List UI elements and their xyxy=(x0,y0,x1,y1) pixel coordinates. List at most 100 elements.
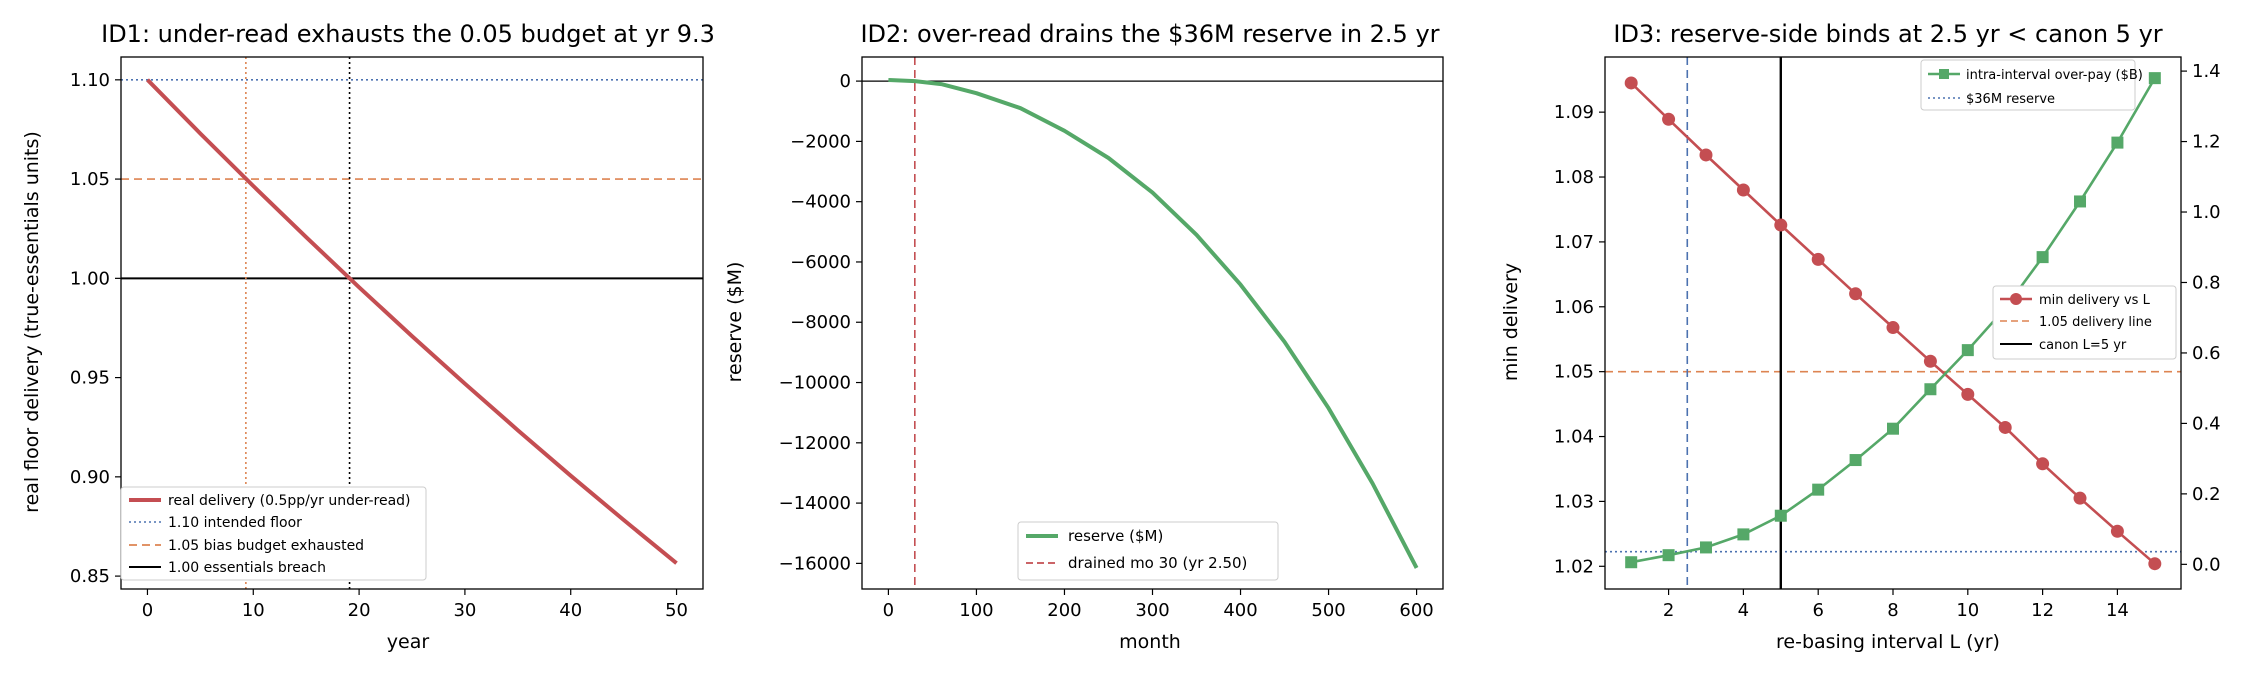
p3-series-1-point-4 xyxy=(1774,509,1787,522)
p3-series-0-point-3 xyxy=(1736,183,1750,197)
p2-ytick-label-0: 0 xyxy=(840,71,851,92)
p2-ytick-label-5: −10000 xyxy=(779,373,851,394)
p3-series-0-point-5 xyxy=(1811,252,1825,266)
legend-label-delivery-line: 1.05 delivery line xyxy=(2039,315,2152,330)
p3-series-1-point-6 xyxy=(1849,454,1862,467)
panel-2-title: ID2: over-read drains the $36M reserve i… xyxy=(860,20,1439,48)
p3-series-0-point-2 xyxy=(1699,148,1713,162)
legend-label-min-delivery: min delivery vs L xyxy=(2039,293,2151,308)
p1-xtick-label-0: 0 xyxy=(142,600,153,621)
p3-series-1-point-8 xyxy=(1924,383,1937,396)
p3-series-0-point-7 xyxy=(1886,321,1900,335)
p3-ytick-label-4: 1.06 xyxy=(1554,297,1594,318)
p3-series-1-point-2 xyxy=(1699,541,1712,554)
p2-ytick-label-1: −2000 xyxy=(790,131,851,152)
legend-marker-min-delivery xyxy=(2010,293,2022,305)
p3-series-1-point-14 xyxy=(2148,72,2161,85)
legend-label-drained: drained mo 30 (yr 2.50) xyxy=(1068,554,1247,572)
panel-1-legend-box xyxy=(120,486,427,581)
p3-series-1-point-11 xyxy=(2036,251,2049,264)
p3-xtick-label-2: 6 xyxy=(1812,600,1823,621)
legend-label-real-delivery: real delivery (0.5pp/yr under-read) xyxy=(168,493,411,509)
p3-series-1-point-9 xyxy=(1961,344,1974,357)
panel-2: ID2: over-read drains the $36M reserve i… xyxy=(724,20,1444,653)
p1-series-line-0 xyxy=(146,78,678,565)
p1-ytick-label-1: 0.90 xyxy=(70,467,110,488)
p3-xtick-label-0: 2 xyxy=(1663,600,1674,621)
p3-series-0-point-13 xyxy=(2110,524,2124,538)
panel-1-xlabel: year xyxy=(387,631,430,653)
p3-y2tick-label-5: 1.0 xyxy=(2192,202,2221,223)
p1-xtick-label-4: 40 xyxy=(559,600,582,621)
p2-ytick-label-8: −16000 xyxy=(779,553,851,574)
legend-marker-overpay xyxy=(1939,69,1949,79)
p2-ytick-label-3: −6000 xyxy=(790,252,851,273)
legend-label-bias-budget: 1.05 bias budget exhausted xyxy=(168,538,364,554)
p1-xtick-label-5: 50 xyxy=(665,600,688,621)
p2-ytick-label-4: −8000 xyxy=(790,312,851,333)
p1-ytick-label-0: 0.85 xyxy=(70,566,110,587)
p1-ytick-label-2: 0.95 xyxy=(70,368,110,389)
p3-series-0-point-10 xyxy=(1998,420,2012,434)
panel-2-legend-box xyxy=(1017,521,1279,581)
legend-label-intended-floor: 1.10 intended floor xyxy=(168,515,302,531)
p3-xtick-label-1: 4 xyxy=(1738,600,1749,621)
p2-xtick-label-1: 100 xyxy=(959,600,993,621)
p2-xtick-label-5: 500 xyxy=(1311,600,1345,621)
p3-series-0-point-6 xyxy=(1849,287,1863,301)
p2-ytick-label-7: −14000 xyxy=(779,493,851,514)
p3-y2tick-label-6: 1.2 xyxy=(2192,132,2221,153)
p2-ytick-label-2: −4000 xyxy=(790,192,851,213)
p1-ytick-label-4: 1.05 xyxy=(70,169,110,190)
legend-label-canon: canon L=5 yr xyxy=(2039,338,2127,353)
p3-series-1-point-12 xyxy=(2074,195,2087,208)
panel-1-plot: 0 10 20 30 40 50 0.85 0.90 0.95 1.00 1.05 1.10 xyxy=(70,56,704,621)
legend-label-reserve: reserve ($M) xyxy=(1068,527,1163,545)
p3-ytick-label-2: 1.04 xyxy=(1554,427,1594,448)
panel-2-legend: reserve ($M) drained mo 30 (yr 2.50) xyxy=(1017,521,1279,581)
p3-series-0-point-4 xyxy=(1774,218,1788,232)
p3-series-0-point-12 xyxy=(2073,491,2087,505)
p1-ytick-label-3: 1.00 xyxy=(70,268,110,289)
p3-series-0-point-14 xyxy=(2148,557,2162,571)
p1-frame xyxy=(120,56,704,590)
legend-label-reserve-line: $36M reserve xyxy=(1966,92,2055,107)
p3-xtick-label-6: 14 xyxy=(2106,600,2129,621)
p2-xtick-label-0: 0 xyxy=(883,600,894,621)
legend-label-essentials-breach: 1.00 essentials breach xyxy=(168,560,326,576)
p3-series-0-point-9 xyxy=(1961,387,1975,401)
panel-1-title: ID1: under-read exhausts the 0.05 budget… xyxy=(101,20,715,48)
p3-series-0-point-11 xyxy=(2036,457,2050,471)
p3-y2tick-label-7: 1.4 xyxy=(2192,61,2221,82)
p3-series-1-point-7 xyxy=(1887,422,1899,435)
p3-ytick-label-3: 1.05 xyxy=(1554,362,1594,383)
p1-ytick-label-5: 1.10 xyxy=(70,70,110,91)
p1-xtick-label-3: 30 xyxy=(453,600,476,621)
p3-ytick-label-5: 1.07 xyxy=(1554,232,1594,253)
p3-series-1-point-1 xyxy=(1662,549,1675,562)
panel-3: ID3: reserve-side binds at 2.5 yr < cano… xyxy=(1500,20,2221,653)
p3-y2tick-label-3: 0.6 xyxy=(2192,343,2221,364)
p3-ytick-label-7: 1.09 xyxy=(1554,102,1594,123)
p1-xtick-label-1: 10 xyxy=(242,600,265,621)
p2-series-line-0 xyxy=(888,78,1419,569)
p2-xtick-label-4: 400 xyxy=(1223,600,1257,621)
p3-ytick-label-0: 1.02 xyxy=(1554,556,1594,577)
panel-3-legend-mid-box xyxy=(1992,285,2177,360)
p3-xtick-label-3: 8 xyxy=(1887,600,1898,621)
p3-series-1-point-13 xyxy=(2111,136,2124,149)
p1-xtick-label-2: 20 xyxy=(348,600,371,621)
p3-xtick-label-4: 10 xyxy=(1956,600,1979,621)
p3-y2tick-label-1: 0.2 xyxy=(2192,484,2221,505)
panel-2-ylabel: reserve ($M) xyxy=(724,262,746,383)
p2-xtick-label-6: 600 xyxy=(1399,600,1433,621)
p2-xtick-label-2: 200 xyxy=(1047,600,1081,621)
panel-1-ylabel: real floor delivery (true-essentials uni… xyxy=(21,131,43,513)
panel-2-xlabel: month xyxy=(1119,631,1181,653)
legend-label-overpay: intra-interval over-pay ($B) xyxy=(1966,68,2143,83)
panel-1-legend: real delivery (0.5pp/yr under-read) 1.10… xyxy=(120,486,427,581)
p3-series-1-point-3 xyxy=(1737,528,1750,541)
p3-series-0-point-1 xyxy=(1662,112,1676,126)
p3-series-1-point-5 xyxy=(1812,483,1825,496)
